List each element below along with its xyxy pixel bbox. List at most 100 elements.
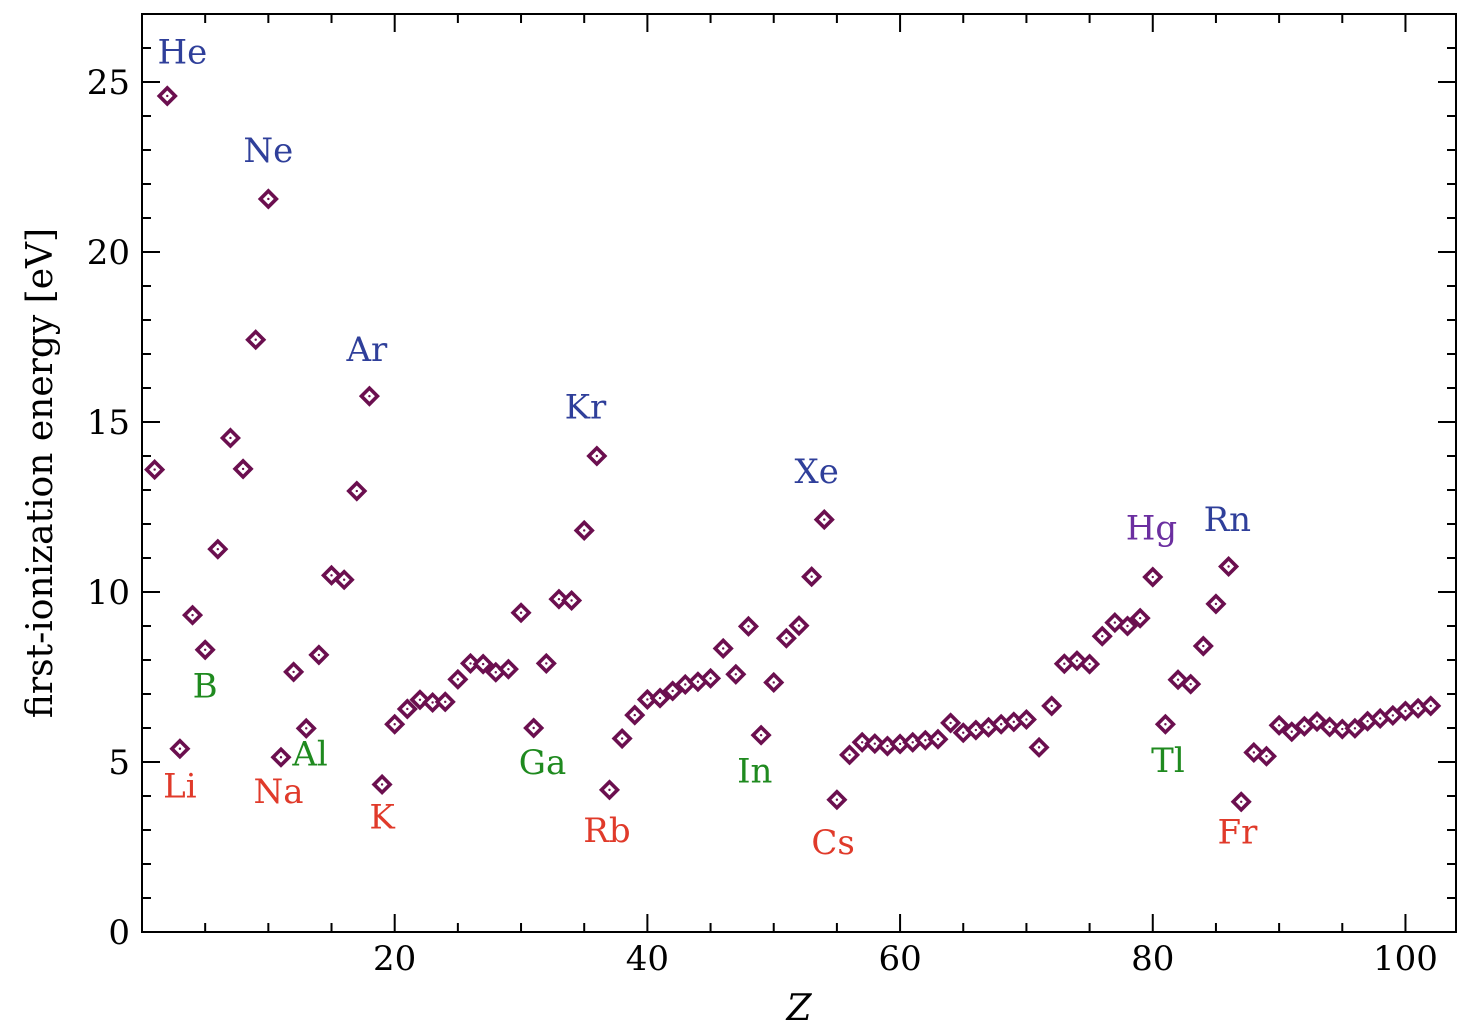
data-point-center bbox=[1063, 662, 1066, 665]
data-point bbox=[156, 85, 178, 107]
data-point-center bbox=[1290, 730, 1293, 733]
data-point-center bbox=[292, 670, 295, 674]
data-point-center bbox=[1189, 682, 1192, 686]
data-point bbox=[181, 604, 204, 626]
data-point bbox=[1319, 716, 1341, 738]
data-point-center bbox=[873, 742, 877, 745]
data-point bbox=[434, 691, 456, 713]
data-points bbox=[144, 85, 1442, 813]
data-point-center bbox=[962, 731, 965, 734]
element-label: B bbox=[193, 666, 218, 706]
data-point-center bbox=[1037, 746, 1041, 749]
data-point-center bbox=[1113, 621, 1117, 624]
data-point-center bbox=[1176, 678, 1180, 681]
element-label: Li bbox=[163, 767, 197, 807]
data-point-center bbox=[557, 597, 561, 601]
data-point bbox=[535, 652, 557, 674]
data-point bbox=[712, 637, 734, 659]
data-point-center bbox=[911, 741, 914, 744]
data-point-center bbox=[456, 678, 460, 681]
data-point-center bbox=[734, 673, 738, 676]
data-point bbox=[510, 602, 532, 624]
data-point-center bbox=[1126, 624, 1129, 628]
data-point-center bbox=[1277, 724, 1281, 727]
data-point bbox=[333, 569, 355, 591]
element-label: Hg bbox=[1126, 508, 1177, 548]
data-point bbox=[561, 589, 583, 612]
data-point-center bbox=[545, 662, 548, 665]
data-point bbox=[169, 738, 191, 760]
data-point-center bbox=[444, 700, 447, 704]
data-point bbox=[459, 652, 482, 674]
data-point bbox=[624, 704, 646, 726]
data-point-center bbox=[848, 753, 851, 757]
data-point-center bbox=[279, 756, 283, 759]
data-point-center bbox=[886, 744, 889, 748]
data-point bbox=[308, 644, 330, 666]
y-tick-label: 15 bbox=[87, 403, 130, 443]
element-label: Kr bbox=[565, 388, 607, 428]
data-point-center bbox=[974, 728, 978, 732]
data-point-center bbox=[1265, 755, 1268, 758]
y-tick-label: 20 bbox=[87, 233, 130, 273]
data-point-center bbox=[406, 707, 409, 711]
data-point bbox=[257, 188, 279, 210]
data-point bbox=[1015, 708, 1037, 731]
data-point bbox=[927, 728, 949, 750]
data-point-center bbox=[507, 667, 510, 671]
data-point-center bbox=[999, 723, 1003, 726]
data-point bbox=[775, 627, 797, 649]
data-point-center bbox=[1366, 720, 1369, 723]
data-point-center bbox=[658, 696, 662, 700]
data-point-center bbox=[519, 611, 523, 614]
x-tick-label: 40 bbox=[626, 939, 669, 979]
x-tick-label: 20 bbox=[373, 939, 416, 979]
data-point-center bbox=[835, 798, 839, 801]
element-label: Na bbox=[253, 772, 303, 812]
x-tick-label: 100 bbox=[1373, 939, 1438, 979]
data-point bbox=[737, 615, 760, 637]
data-point-center bbox=[1315, 720, 1319, 723]
element-label: Tl bbox=[1151, 741, 1185, 781]
data-point bbox=[1420, 695, 1442, 717]
data-point-center bbox=[1416, 707, 1420, 710]
data-point-center bbox=[254, 338, 257, 341]
data-point-center bbox=[709, 677, 712, 680]
data-point-center bbox=[1025, 718, 1028, 721]
data-point-center bbox=[1303, 725, 1306, 728]
data-point-center bbox=[1404, 709, 1407, 713]
element-label: Ar bbox=[345, 330, 388, 370]
data-point-center bbox=[1050, 704, 1053, 708]
data-point-center bbox=[772, 681, 775, 684]
data-point bbox=[1268, 714, 1290, 736]
data-point-center bbox=[1341, 727, 1344, 731]
data-point bbox=[1230, 791, 1252, 813]
data-point bbox=[763, 671, 785, 693]
data-point bbox=[384, 713, 406, 735]
data-point-center bbox=[646, 698, 649, 701]
y-tick-label: 25 bbox=[87, 63, 130, 103]
data-point-center bbox=[987, 726, 990, 729]
data-point bbox=[1091, 625, 1113, 647]
data-point bbox=[207, 538, 229, 560]
element-label: Ne bbox=[243, 131, 293, 171]
data-point-center bbox=[633, 713, 636, 717]
data-point bbox=[1192, 635, 1214, 657]
data-point-center bbox=[1328, 725, 1331, 729]
data-point-center bbox=[759, 733, 763, 737]
data-point-center bbox=[1138, 616, 1142, 620]
data-point-center bbox=[1075, 659, 1079, 662]
data-point-center bbox=[570, 599, 573, 602]
data-point-center bbox=[393, 723, 396, 726]
data-point bbox=[864, 733, 886, 755]
data-point-center bbox=[1151, 575, 1154, 579]
data-point-center bbox=[747, 625, 750, 628]
data-point bbox=[586, 445, 608, 467]
data-point-center bbox=[267, 197, 270, 201]
data-point bbox=[371, 773, 393, 795]
data-point-center bbox=[305, 727, 308, 730]
data-point bbox=[1218, 555, 1240, 578]
data-point bbox=[447, 668, 469, 690]
data-point-center bbox=[924, 739, 927, 742]
x-axis-title: Z bbox=[785, 988, 812, 1029]
